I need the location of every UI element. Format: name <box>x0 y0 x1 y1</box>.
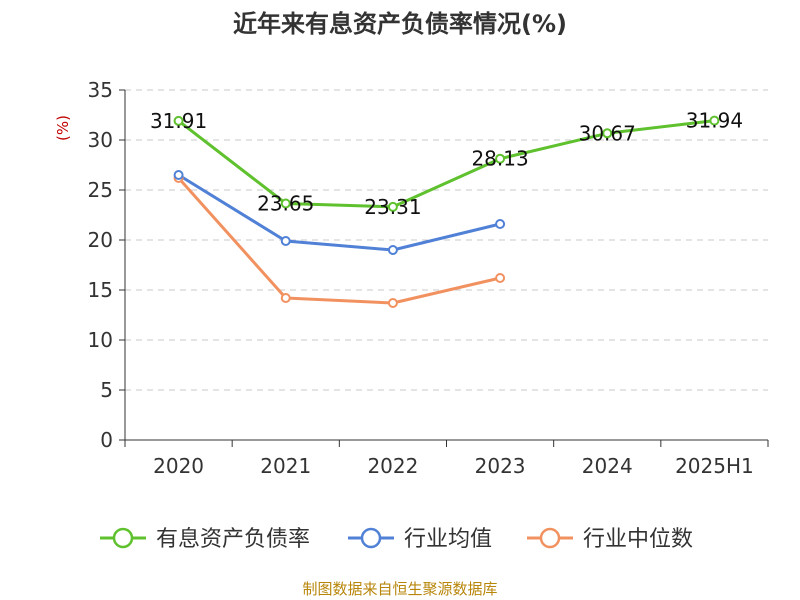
series-1-point <box>495 153 506 164</box>
legend-label-3: 行业中位数 <box>583 527 693 552</box>
series-3-point <box>280 293 291 303</box>
data-label: 28.13 <box>471 147 528 171</box>
series-2-point <box>387 245 398 255</box>
series-2-point <box>173 170 184 180</box>
legend: 有息资产负债率 行业均值 行业中位数 <box>100 527 693 552</box>
x-tick-label: 2025H1 <box>675 454 754 478</box>
data-label: 23.65 <box>257 192 314 216</box>
y-tick-label: 35 <box>88 78 113 102</box>
y-tick-label: 5 <box>100 378 113 402</box>
legend-label-2: 行业均值 <box>404 527 492 552</box>
legend-marker-2 <box>360 527 382 549</box>
series-2-point <box>280 236 291 246</box>
y-tick-label: 15 <box>88 278 113 302</box>
y-tick-label: 20 <box>88 228 113 252</box>
x-tick-label: 2022 <box>367 454 418 478</box>
series-1-point <box>709 115 720 126</box>
series-1-point <box>280 198 291 209</box>
legend-marker-1 <box>112 527 134 549</box>
data-label: 30.67 <box>579 121 636 145</box>
series-line-1 <box>177 119 716 209</box>
legend-label-1: 有息资产负债率 <box>156 527 310 552</box>
y-tick-label: 30 <box>88 128 113 152</box>
x-tick-label: 2020 <box>153 454 204 478</box>
series-line-3 <box>177 176 502 305</box>
series-1-point <box>602 128 613 139</box>
series-line-2 <box>177 173 502 252</box>
series-3-point <box>387 298 398 308</box>
x-tick-label: 2023 <box>475 454 526 478</box>
source-note: 制图数据来自恒生聚源数据库 <box>302 580 497 598</box>
data-labels: 31.91 23.65 23.31 28.13 30.67 31.94 <box>150 109 743 219</box>
y-tick-label: 25 <box>88 178 113 202</box>
y-tick-label: 10 <box>88 328 113 352</box>
x-tick-label: 2024 <box>582 454 633 478</box>
legend-marker-3 <box>539 527 561 549</box>
series-2-point <box>495 219 506 229</box>
data-label: 31.94 <box>686 109 743 133</box>
data-label: 31.91 <box>150 109 207 133</box>
axes: 0 5 10 15 20 25 30 35 2020 2021 2022 2023 2024 2025H1 <box>88 78 769 478</box>
series-points <box>173 115 720 308</box>
chart-title: 近年来有息资产负债率情况(%) <box>233 10 567 38</box>
gridlines <box>125 89 768 391</box>
y-axis-unit-label: (%) <box>54 115 72 141</box>
x-tick-label: 2021 <box>260 454 311 478</box>
y-tick-label: 0 <box>100 428 113 452</box>
series-lines <box>177 119 716 305</box>
series-3-point <box>495 273 506 283</box>
series-1-point <box>387 201 398 212</box>
data-label: 23.31 <box>364 195 421 219</box>
series-1-point <box>173 115 184 126</box>
